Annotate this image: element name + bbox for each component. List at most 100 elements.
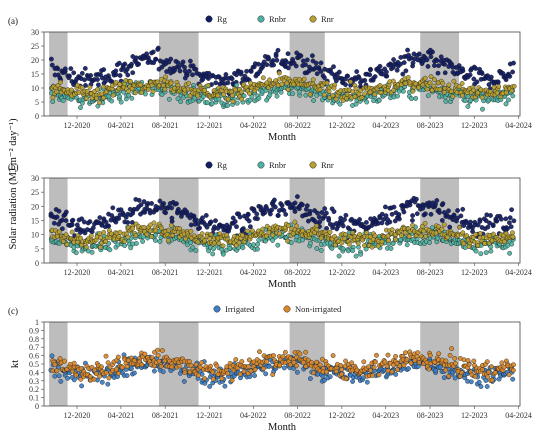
data-point <box>299 237 305 243</box>
data-point <box>382 359 388 365</box>
x-tick-label: 12-2023 <box>461 268 488 277</box>
x-tick-label: 12-2022 <box>329 411 356 420</box>
data-point <box>393 371 399 377</box>
x-tick-label: 08-2021 <box>152 411 179 420</box>
data-point <box>342 217 347 222</box>
data-point <box>220 251 226 257</box>
data-point <box>233 87 238 93</box>
data-point <box>455 208 460 213</box>
x-tick-label: 08-2023 <box>417 121 444 130</box>
data-point <box>384 73 390 79</box>
x-tick-label: 08-2021 <box>152 268 179 277</box>
data-point <box>202 87 208 93</box>
data-point <box>339 371 345 377</box>
data-point <box>281 208 287 213</box>
data-point <box>405 75 411 80</box>
data-point <box>97 215 103 221</box>
data-point <box>360 237 365 243</box>
data-point <box>292 200 298 206</box>
y-tick-label: 20 <box>31 56 39 65</box>
data-point <box>138 202 144 208</box>
data-point <box>225 96 231 102</box>
data-point <box>210 369 216 375</box>
data-point <box>397 363 403 369</box>
data-point <box>193 217 199 223</box>
data-point <box>239 89 244 95</box>
data-point <box>355 240 361 246</box>
data-point <box>460 230 466 236</box>
legend-marker <box>283 305 291 313</box>
data-point <box>362 78 368 83</box>
data-point <box>378 90 384 96</box>
data-point <box>83 96 89 101</box>
data-point <box>275 47 281 53</box>
data-point <box>191 213 197 219</box>
data-point <box>423 233 428 239</box>
data-point <box>400 71 406 77</box>
data-point <box>255 216 260 222</box>
data-point <box>482 241 488 246</box>
legend-marker <box>213 305 221 313</box>
data-point <box>229 76 235 82</box>
data-point <box>155 47 161 52</box>
data-point <box>361 359 367 365</box>
data-point <box>435 235 440 241</box>
data-point <box>503 77 509 83</box>
data-point <box>188 362 194 368</box>
data-point <box>136 197 142 203</box>
data-point <box>419 223 425 229</box>
data-point <box>63 232 69 238</box>
data-point <box>81 219 87 225</box>
data-point <box>65 375 71 381</box>
data-point <box>357 231 363 237</box>
data-point <box>168 222 174 228</box>
data-point <box>138 82 144 88</box>
data-point <box>119 364 125 370</box>
data-point <box>510 376 516 382</box>
x-tick-label: 04-2023 <box>372 411 399 420</box>
x-tick-label: 12-2023 <box>461 411 488 420</box>
data-point <box>337 101 343 107</box>
data-point <box>424 57 430 63</box>
data-point <box>110 92 116 98</box>
x-axis-title: Month <box>268 279 297 290</box>
y-tick-label: 1 <box>35 318 39 327</box>
data-point <box>234 224 239 230</box>
y-tick-label: 0.8 <box>29 335 39 344</box>
legend-marker <box>309 161 317 169</box>
x-tick-label: 08-2022 <box>284 121 311 130</box>
data-point <box>510 93 516 99</box>
data-point <box>202 238 208 244</box>
data-point <box>437 210 442 215</box>
data-point <box>149 200 155 206</box>
data-point <box>509 88 515 94</box>
data-point <box>263 233 269 239</box>
data-point <box>348 79 353 85</box>
data-point <box>161 201 167 206</box>
data-point <box>163 210 169 216</box>
data-point <box>356 75 362 81</box>
data-point <box>510 230 515 236</box>
data-point <box>510 234 516 240</box>
data-point <box>428 74 434 79</box>
data-point <box>450 94 456 99</box>
data-point <box>391 204 397 210</box>
data-point <box>97 100 102 106</box>
data-point <box>183 236 189 242</box>
data-point <box>511 362 516 368</box>
data-point <box>326 217 332 223</box>
data-point <box>101 67 107 73</box>
data-point <box>449 88 454 94</box>
data-point <box>308 359 314 365</box>
data-point <box>177 68 183 74</box>
data-point <box>54 368 60 374</box>
data-point <box>385 352 391 358</box>
data-point <box>372 74 378 80</box>
y-tick-label: 15 <box>31 70 39 79</box>
data-point <box>443 358 449 364</box>
data-point <box>182 370 188 375</box>
data-point <box>507 250 512 256</box>
data-point <box>479 71 485 76</box>
data-point <box>495 79 501 85</box>
